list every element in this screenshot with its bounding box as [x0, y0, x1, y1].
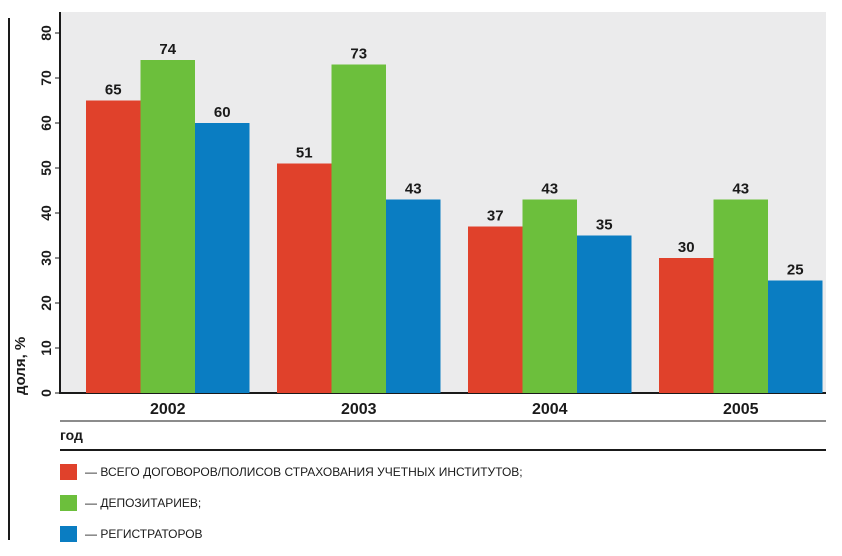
- legend-label: — РЕГИСТРАТОРОВ: [85, 527, 203, 541]
- bar-value-label: 37: [487, 208, 504, 225]
- bar-2002-series-3: [195, 123, 250, 393]
- bar-2004-series-3: [577, 235, 632, 393]
- bar-value-label: 51: [296, 145, 313, 162]
- bar-2004-series-2: [522, 199, 577, 393]
- legend-swatch: [60, 526, 77, 542]
- x-tick-label-2003: 2003: [341, 401, 377, 418]
- bar-2003-series-1: [277, 163, 332, 393]
- y-tick-label: 20: [38, 295, 54, 311]
- y-tick-label: 60: [38, 115, 54, 131]
- y-axis-label: доля, %: [12, 337, 29, 395]
- y-tick-label: 70: [38, 70, 54, 86]
- bar-value-label: 60: [214, 104, 231, 121]
- bar-2003-series-2: [331, 64, 386, 393]
- bar-value-label: 43: [732, 181, 749, 198]
- y-tick-label: 40: [38, 205, 54, 221]
- bar-value-label: 73: [350, 46, 367, 63]
- legend-item-2: — ДЕПОЗИТАРИЕВ;: [60, 494, 523, 512]
- bar-2005-series-2: [713, 199, 768, 393]
- y-ticks: 0 10 20 30 40 50 60 70 80: [38, 25, 60, 397]
- bar-2002-series-2: [140, 60, 195, 393]
- bar-value-label: 43: [541, 181, 558, 198]
- bar-2005-series-1: [659, 258, 714, 393]
- legend-item-3: — РЕГИСТРАТОРОВ: [60, 525, 523, 543]
- bar-2005-series-3: [768, 280, 823, 393]
- y-tick-label: 0: [38, 389, 54, 397]
- legend-label: — ВСЕГО ДОГОВОРОВ/ПОЛИСОВ СТРАХОВАНИЯ УЧ…: [85, 465, 523, 479]
- bar-2003-series-3: [386, 199, 441, 393]
- bars: 65 74 60 51 73 43 37 43 35 30 43 25: [86, 41, 823, 393]
- bar-value-label: 25: [787, 262, 804, 279]
- category-labels: 2002 2003 2004 2005: [150, 401, 759, 418]
- legend-item-1: — ВСЕГО ДОГОВОРОВ/ПОЛИСОВ СТРАХОВАНИЯ УЧ…: [60, 463, 523, 481]
- bar-2002-series-1: [86, 100, 141, 393]
- legend-label: — ДЕПОЗИТАРИЕВ;: [85, 496, 202, 510]
- x-tick-label-2004: 2004: [532, 401, 568, 418]
- y-tick-label: 30: [38, 250, 54, 266]
- bar-value-label: 30: [678, 239, 695, 256]
- legend-swatch: [60, 464, 77, 480]
- legend: — ВСЕГО ДОГОВОРОВ/ПОЛИСОВ СТРАХОВАНИЯ УЧ…: [60, 463, 523, 556]
- bar-2004-series-1: [468, 226, 523, 393]
- y-tick-label: 10: [38, 340, 54, 356]
- legend-swatch: [60, 495, 77, 511]
- x-tick-label-2005: 2005: [723, 401, 759, 418]
- x-axis-label: год: [60, 427, 83, 443]
- bar-value-label: 35: [596, 217, 613, 234]
- bar-value-label: 43: [405, 181, 422, 198]
- bar-value-label: 65: [105, 82, 122, 99]
- bar-value-label: 74: [159, 41, 176, 58]
- x-tick-label-2002: 2002: [150, 401, 186, 418]
- y-tick-label: 80: [38, 25, 54, 41]
- y-tick-label: 50: [38, 160, 54, 176]
